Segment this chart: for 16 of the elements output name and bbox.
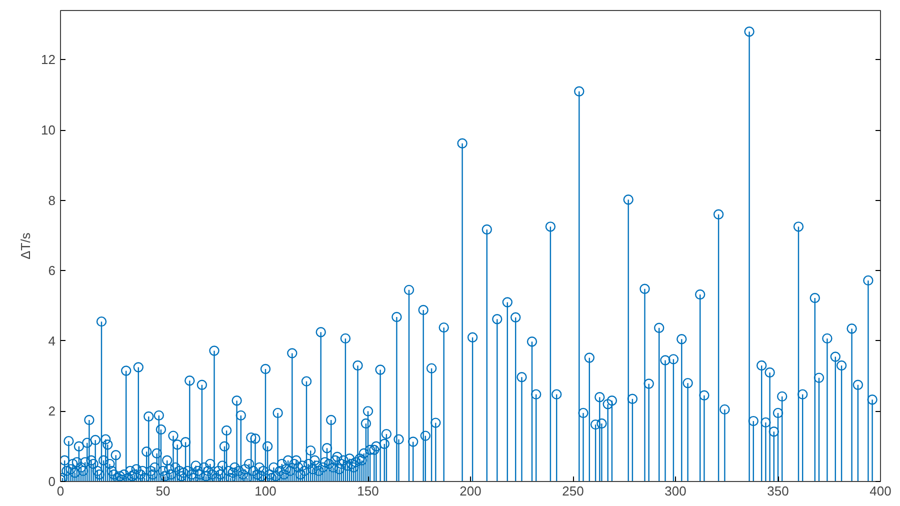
y-tick-label: 6: [48, 263, 56, 278]
y-tick-label: 0: [48, 474, 56, 489]
y-tick-label: 8: [48, 192, 56, 208]
x-tick-label: 50: [156, 484, 170, 498]
y-tick-label: 2: [48, 404, 56, 419]
y-tick-label: 10: [41, 122, 56, 138]
y-tick-label: 12: [41, 52, 56, 68]
x-tick-label: 100: [254, 484, 276, 498]
x-tick-label: 300: [664, 484, 686, 498]
x-tick-label: 150: [357, 484, 379, 498]
x-tick-label: 250: [562, 484, 584, 498]
x-tick-label: 350: [767, 484, 789, 498]
x-tick-label: 400: [870, 484, 892, 498]
y-axis-title: ΔT/s: [18, 232, 34, 260]
x-tick-label: 200: [460, 484, 482, 498]
y-tick-label: 4: [48, 333, 56, 348]
